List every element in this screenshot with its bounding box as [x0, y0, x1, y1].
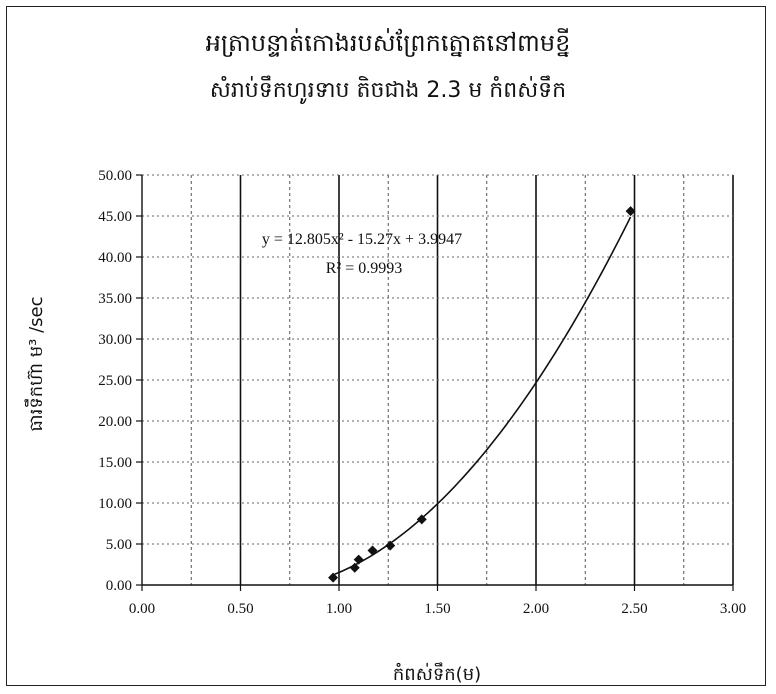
x-tick-label: 0.00 — [129, 601, 155, 617]
x-tick-label: 1.00 — [326, 601, 352, 617]
chart-title: អត្រាបន្ទាត់កោងរបស់ព្រែកត្នោតនៅពាមខ្នី — [205, 29, 571, 57]
y-tick-label: 0.00 — [106, 578, 132, 594]
x-tick-label: 0.50 — [227, 601, 253, 617]
x-axis-label: កំពស់ទឹក(ម) — [393, 662, 481, 685]
data-point — [385, 540, 396, 551]
y-tick-label: 10.00 — [98, 496, 132, 512]
trendline-curve — [330, 216, 632, 577]
y-tick-label: 30.00 — [98, 332, 132, 348]
y-tick-label: 40.00 — [98, 250, 132, 266]
y-axis-label: ធារទឹកហ៊ា ម³ /sec — [24, 296, 47, 431]
tick-labels: 0.00 5.00 10.00 15.00 20.00 25.00 30.00 35.00 40… — [98, 168, 746, 617]
data-point — [353, 554, 364, 565]
x-tick-label: 1.50 — [424, 601, 450, 617]
y-tick-label: 5.00 — [106, 537, 132, 553]
y-tick-label: 15.00 — [98, 455, 132, 471]
data-point — [328, 572, 339, 583]
data-point — [416, 514, 427, 525]
data-points — [328, 206, 636, 583]
trendline-layer — [330, 216, 632, 577]
y-tick-label: 35.00 — [98, 291, 132, 307]
y-tick-label: 20.00 — [98, 414, 132, 430]
x-tick-label: 3.00 — [720, 601, 746, 617]
x-tick-label: 2.50 — [621, 601, 647, 617]
trendline-equation: y = 12.805x² - 15.27x + 3.9947 — [262, 231, 462, 248]
chart-frame — [6, 6, 766, 686]
axes — [136, 174, 734, 591]
chart-subtitle: សំរាប់ទឹកហូរទាប តិចជាង 2.3 ម កំពស់ទឹក — [209, 78, 567, 103]
data-point — [349, 562, 360, 573]
y-tick-label: 25.00 — [98, 373, 132, 389]
y-tick-label: 50.00 — [98, 168, 132, 184]
y-tick-label: 45.00 — [98, 209, 132, 225]
data-point — [367, 545, 378, 556]
grid-lines — [142, 174, 734, 585]
data-point — [625, 206, 636, 217]
x-tick-label: 2.00 — [523, 601, 549, 617]
r-squared-label: R² = 0.9993 — [326, 260, 403, 277]
